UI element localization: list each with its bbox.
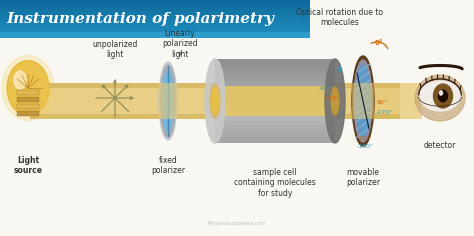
Bar — [215, 137, 335, 143]
Ellipse shape — [330, 86, 339, 116]
Text: -180°: -180° — [357, 144, 374, 149]
Bar — [215, 126, 335, 132]
Bar — [17, 111, 39, 116]
Ellipse shape — [354, 60, 372, 142]
Bar — [0, 25, 310, 27]
Bar — [215, 98, 335, 104]
Bar — [0, 0, 310, 2]
Bar — [372, 83, 422, 119]
Ellipse shape — [7, 60, 49, 115]
Bar — [215, 104, 335, 110]
Bar — [17, 97, 39, 102]
Bar — [0, 13, 310, 15]
Bar — [0, 0, 310, 6]
Bar — [17, 90, 39, 95]
Bar — [0, 17, 310, 19]
Bar — [17, 104, 39, 109]
Text: movable
polarizer: movable polarizer — [346, 168, 380, 187]
Bar — [0, 4, 310, 6]
Ellipse shape — [159, 62, 177, 140]
Text: unpolarized
light: unpolarized light — [92, 40, 137, 59]
Bar — [0, 27, 310, 29]
Bar — [0, 2, 310, 4]
Bar — [215, 115, 335, 121]
Ellipse shape — [328, 86, 342, 116]
FancyBboxPatch shape — [30, 83, 400, 119]
Bar — [159, 83, 177, 119]
Bar — [215, 86, 335, 116]
Ellipse shape — [352, 56, 374, 146]
Bar — [0, 32, 310, 34]
Bar — [0, 9, 310, 11]
Ellipse shape — [434, 84, 453, 108]
Bar — [0, 11, 310, 13]
Bar — [215, 132, 335, 137]
Text: Linearly
polarized
light: Linearly polarized light — [162, 29, 198, 59]
Bar — [0, 8, 310, 9]
Bar — [0, 6, 310, 8]
Text: Light
source: Light source — [13, 156, 43, 175]
Bar — [215, 59, 335, 143]
Text: sample cell
containing molecules
for study: sample cell containing molecules for stu… — [234, 168, 316, 198]
Ellipse shape — [2, 55, 54, 121]
Bar — [0, 15, 310, 17]
Text: -90°: -90° — [319, 87, 332, 92]
Bar — [0, 23, 310, 25]
Ellipse shape — [163, 71, 173, 131]
Bar — [0, 36, 310, 38]
Bar — [215, 65, 335, 70]
Bar — [215, 59, 335, 65]
Ellipse shape — [210, 86, 219, 116]
Ellipse shape — [208, 86, 222, 116]
Ellipse shape — [161, 65, 175, 137]
Bar — [215, 87, 335, 93]
Text: Optical rotation due to
molecules: Optical rotation due to molecules — [297, 8, 383, 27]
Bar — [0, 29, 310, 30]
Bar — [0, 19, 310, 21]
Bar — [215, 81, 335, 87]
Bar — [352, 83, 374, 119]
Bar — [30, 83, 400, 88]
Bar — [0, 21, 310, 23]
Ellipse shape — [14, 71, 26, 89]
Text: Priyamstudycentre.com: Priyamstudycentre.com — [208, 222, 266, 227]
Text: 270°: 270° — [325, 96, 340, 101]
Ellipse shape — [438, 90, 447, 102]
Bar — [30, 114, 400, 119]
Ellipse shape — [419, 81, 461, 111]
Ellipse shape — [210, 83, 220, 119]
Bar — [215, 76, 335, 81]
Ellipse shape — [325, 59, 345, 143]
Bar — [215, 70, 335, 76]
Text: -270°: -270° — [376, 110, 393, 115]
Bar — [215, 93, 335, 98]
Text: fixed
polarizer: fixed polarizer — [151, 156, 185, 175]
Ellipse shape — [439, 91, 443, 95]
Text: 90°: 90° — [377, 101, 388, 105]
Bar — [0, 34, 310, 36]
Text: Instrumentation of polarimetry: Instrumentation of polarimetry — [6, 12, 274, 26]
Text: 180°: 180° — [357, 136, 372, 142]
Text: 0°: 0° — [375, 40, 383, 46]
Ellipse shape — [7, 60, 49, 115]
Bar — [0, 30, 310, 32]
Ellipse shape — [356, 65, 370, 137]
Ellipse shape — [415, 75, 465, 121]
Ellipse shape — [205, 59, 225, 143]
Bar — [215, 110, 335, 115]
Bar — [0, 32, 310, 38]
Text: detector: detector — [424, 141, 456, 150]
Bar — [215, 121, 335, 126]
